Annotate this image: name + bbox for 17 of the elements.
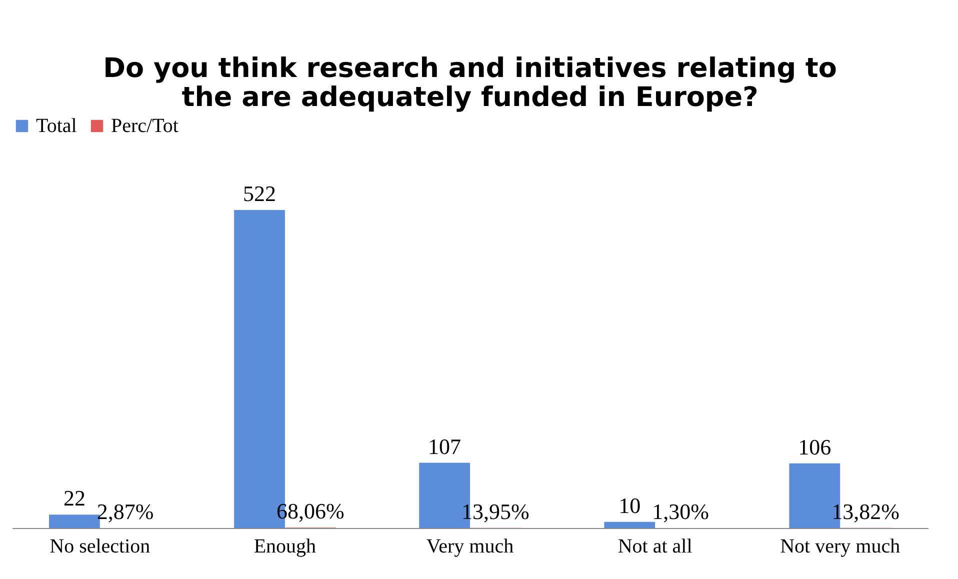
data-label: 10 [618,492,641,518]
data-label: 522 [243,180,276,206]
x-tick-label: Enough [254,536,316,558]
legend-label: Total [36,115,78,137]
x-tick-label: Not very much [780,536,900,558]
text: Do you think research and initiatives relating to [103,53,837,84]
legend-label: Perc/Tot [111,115,179,137]
data-label: 1,30% [652,498,709,524]
x-tick-label: Not at all [618,536,693,558]
data-label: 22 [63,486,86,511]
bar [604,522,656,528]
data-label: 106 [798,434,832,460]
data-label: 107 [428,434,462,459]
data-label: 2,87% [96,498,154,524]
text: the are adequately funded in Europe? [182,82,758,113]
x-tick-label: No selection [50,536,150,558]
x-tick-label: Very much [426,536,514,558]
